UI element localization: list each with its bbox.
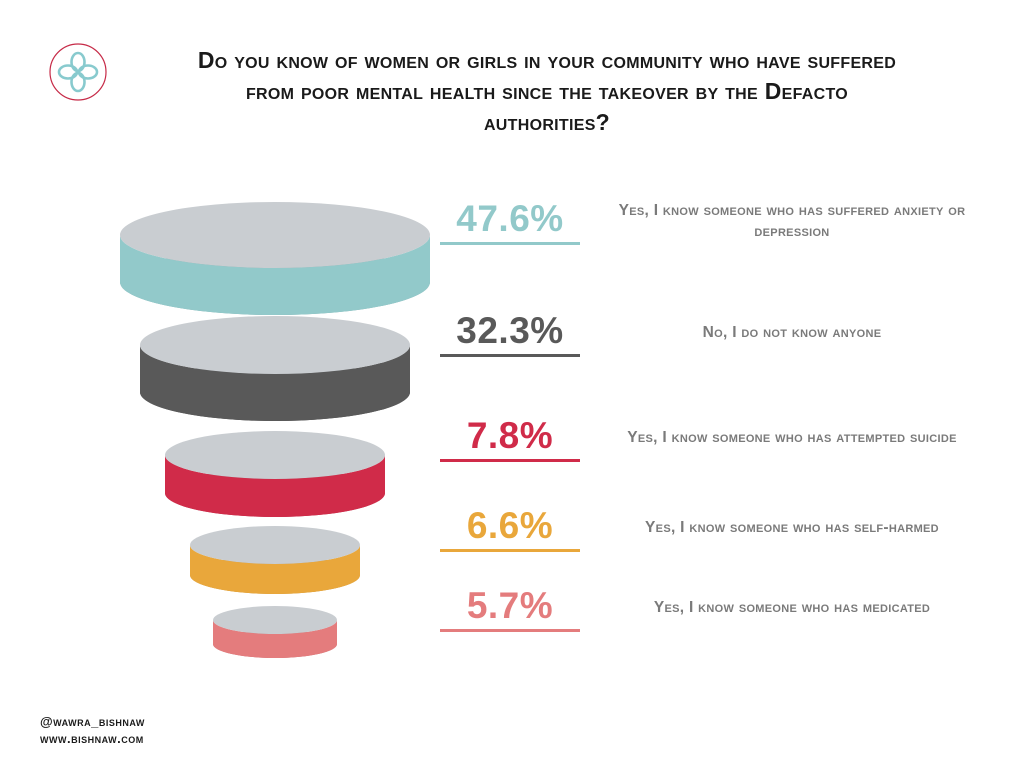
stat-label: Yes, I know someone who has attempted su… [610,428,974,449]
stat-percentage: 32.3% [440,310,580,357]
stat-label: No, I do not know anyone [610,323,974,344]
stat-percentage: 7.8% [440,415,580,462]
stat-label: Yes, I know someone who has medicated [610,598,974,619]
stat-row: 6.6% Yes, I know someone who has self-har… [440,505,974,552]
logo [48,42,108,102]
website-url: www.bishnaw.com [40,731,145,748]
stat-label: Yes, I know someone who has suffered anx… [610,201,974,243]
stat-row: 47.6% Yes, I know someone who has suffere… [440,198,974,245]
footer-credits: @wawra_bishnaw www.bishnaw.com [40,714,145,748]
stat-percentage: 5.7% [440,585,580,632]
stat-percentage: 47.6% [440,198,580,245]
stat-row: 5.7% Yes, I know someone who has medicate… [440,585,974,632]
funnel-chart [90,175,460,705]
stat-percentage: 6.6% [440,505,580,552]
social-handle: @wawra_bishnaw [40,714,145,731]
stat-row: 32.3% No, I do not know anyone [440,310,974,357]
page-title: Do you know of women or girls in your co… [190,45,904,138]
stat-label: Yes, I know someone who has self-harmed [610,518,974,539]
stat-row: 7.8% Yes, I know someone who has attempte… [440,415,974,462]
